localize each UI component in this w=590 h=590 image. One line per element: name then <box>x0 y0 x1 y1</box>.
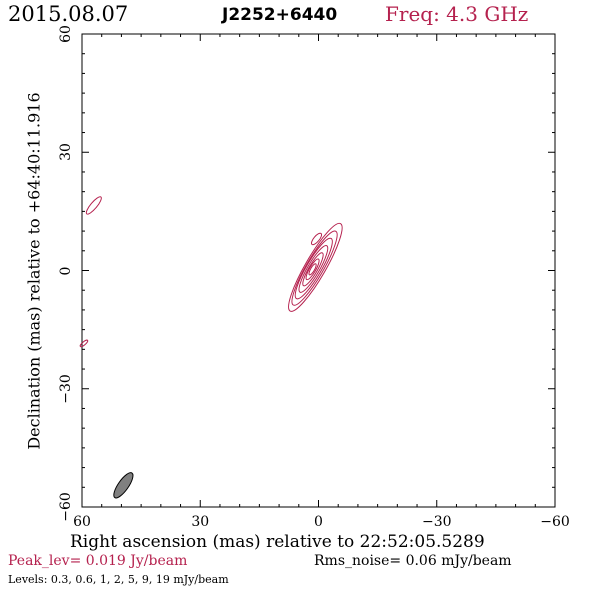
frequency-label: Freq: 4.3 GHz <box>385 2 529 26</box>
contour-level <box>294 237 333 300</box>
contour-level <box>288 222 343 312</box>
contour-levels: Levels: 0.3, 0.6, 1, 2, 5, 9, 19 mJy/bea… <box>8 573 229 586</box>
contour-island <box>311 232 323 246</box>
y-tick-label: 60 <box>58 25 74 43</box>
y-tick-label: −60 <box>58 492 74 522</box>
contour-level <box>291 230 338 306</box>
rms-noise: Rms_noise= 0.06 mJy/beam <box>314 553 512 569</box>
contour-level <box>308 263 317 276</box>
x-tick-label: 0 <box>314 514 323 530</box>
contour-level <box>302 252 324 287</box>
y-tick-label: 30 <box>58 143 74 162</box>
plot-frame <box>81 33 556 508</box>
beam-group <box>113 472 134 499</box>
axis-ticks <box>81 33 556 508</box>
peak-level: Peak_lev= 0.019 Jy/beam <box>8 553 188 569</box>
contour-island <box>79 339 89 348</box>
y-tick-label: 0 <box>58 266 74 275</box>
contour-level <box>305 258 320 281</box>
contour-level <box>298 245 329 293</box>
y-tick-label: −30 <box>58 373 74 404</box>
x-axis-label: Right ascension (mas) relative to 22:52:… <box>70 532 485 552</box>
x-tick-label: −60 <box>540 514 570 530</box>
observation-date: 2015.08.07 <box>8 2 129 26</box>
beam-ellipse <box>113 472 134 499</box>
x-tick-label: 30 <box>191 514 210 530</box>
contour-island <box>85 196 102 215</box>
source-name: J2252+6440 <box>222 5 338 25</box>
x-tick-label: 60 <box>73 514 91 530</box>
x-tick-label: −30 <box>421 514 452 530</box>
contour-group <box>79 196 343 348</box>
y-axis-label: Declination (mas) relative to +64:40:11.… <box>24 92 44 450</box>
